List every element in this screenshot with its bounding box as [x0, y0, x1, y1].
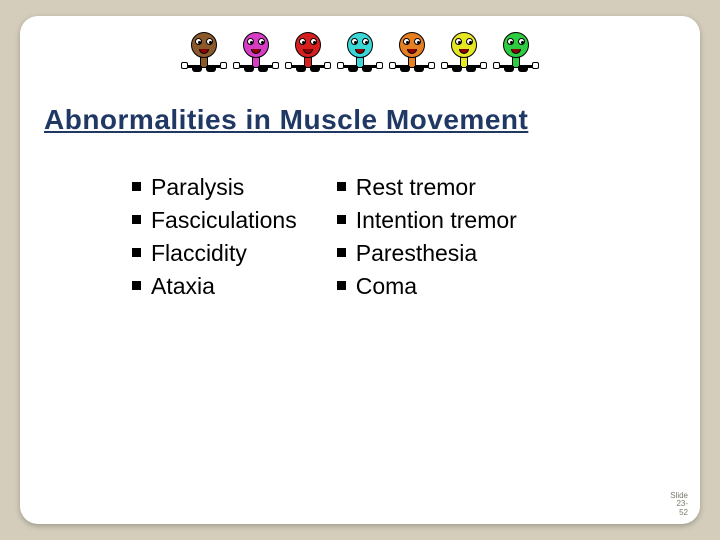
- bullet-item: Coma: [337, 271, 517, 302]
- bullet-square-icon: [337, 281, 346, 290]
- characters-row: [44, 32, 676, 72]
- pixel-character: [389, 32, 435, 72]
- pixel-character: [337, 32, 383, 72]
- bullet-text: Ataxia: [151, 271, 215, 302]
- slide-title: Abnormalities in Muscle Movement: [44, 104, 676, 136]
- bullet-square-icon: [132, 248, 141, 257]
- pixel-character: [441, 32, 487, 72]
- bullet-item: Ataxia: [132, 271, 297, 302]
- pixel-character: [285, 32, 331, 72]
- bullet-item: Flaccidity: [132, 238, 297, 269]
- left-column: ParalysisFasciculationsFlaccidityAtaxia: [132, 172, 297, 304]
- bullet-text: Coma: [356, 271, 417, 302]
- bullet-text: Fasciculations: [151, 205, 297, 236]
- slide-number-line2: 23-: [676, 499, 688, 508]
- pixel-character: [233, 32, 279, 72]
- bullet-item: Rest tremor: [337, 172, 517, 203]
- bullet-square-icon: [132, 281, 141, 290]
- bullet-text: Rest tremor: [356, 172, 476, 203]
- pixel-character: [493, 32, 539, 72]
- bullet-item: Paralysis: [132, 172, 297, 203]
- bullet-square-icon: [337, 215, 346, 224]
- pixel-character: [181, 32, 227, 72]
- bullet-item: Intention tremor: [337, 205, 517, 236]
- bullet-item: Paresthesia: [337, 238, 517, 269]
- slide-number-line1: Slide: [670, 491, 688, 500]
- bullet-text: Paresthesia: [356, 238, 477, 269]
- right-column: Rest tremorIntention tremorParesthesiaCo…: [337, 172, 517, 304]
- bullet-text: Intention tremor: [356, 205, 517, 236]
- bullet-item: Fasciculations: [132, 205, 297, 236]
- bullet-square-icon: [337, 248, 346, 257]
- content-columns: ParalysisFasciculationsFlaccidityAtaxia …: [44, 172, 676, 304]
- slide-card: Abnormalities in Muscle Movement Paralys…: [20, 16, 700, 524]
- bullet-square-icon: [132, 182, 141, 191]
- slide-number-line3: 52: [679, 508, 688, 517]
- bullet-square-icon: [337, 182, 346, 191]
- bullet-square-icon: [132, 215, 141, 224]
- slide-number: Slide 23- 52: [670, 492, 688, 518]
- bullet-text: Paralysis: [151, 172, 244, 203]
- bullet-text: Flaccidity: [151, 238, 247, 269]
